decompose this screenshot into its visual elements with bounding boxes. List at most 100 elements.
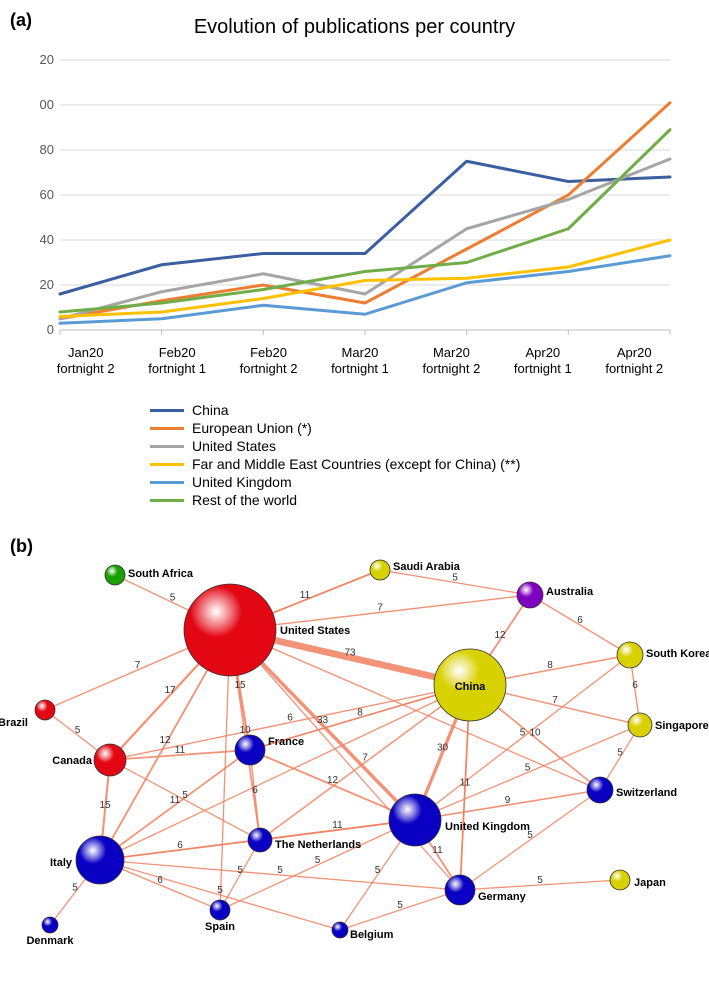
svg-text:5: 5: [217, 885, 223, 896]
svg-text:5: 5: [452, 573, 458, 584]
svg-text:15: 15: [99, 800, 111, 811]
node-united_states: [184, 584, 276, 676]
node-south_africa: [105, 565, 125, 585]
x-category: Apr20fortnight 2: [589, 345, 680, 376]
node-united_kingdom: [389, 794, 441, 846]
svg-text:Switzerland: Switzerland: [616, 787, 677, 799]
node-south_korea: [617, 642, 643, 668]
x-category: Mar20fortnight 2: [406, 345, 497, 376]
svg-text:8: 8: [547, 660, 553, 671]
svg-text:11: 11: [175, 745, 186, 756]
node-australia: [517, 582, 543, 608]
svg-text:Belgium: Belgium: [350, 929, 394, 941]
svg-text:5: 5: [537, 875, 543, 886]
svg-text:7: 7: [362, 753, 368, 764]
legend-item: United Kingdom: [150, 474, 520, 490]
svg-text:60: 60: [40, 187, 54, 202]
network-diagram: 7333301715151212121111111111111010998877…: [0, 530, 709, 984]
svg-text:33: 33: [317, 715, 329, 726]
svg-text:Singapore: Singapore: [655, 720, 709, 732]
svg-text:7: 7: [552, 695, 558, 706]
svg-text:6: 6: [577, 615, 583, 626]
svg-text:11: 11: [332, 820, 343, 831]
svg-text:5: 5: [520, 728, 526, 739]
legend-label: China: [192, 402, 229, 418]
node-netherlands: [248, 828, 272, 852]
legend-label: Far and Middle East Countries (except fo…: [192, 456, 520, 472]
svg-text:6: 6: [632, 680, 638, 691]
x-category: Jan20fortnight 2: [40, 345, 131, 376]
svg-text:15: 15: [234, 680, 246, 691]
svg-text:100: 100: [40, 97, 54, 112]
svg-text:South Korea: South Korea: [646, 648, 709, 660]
svg-text:6: 6: [157, 875, 163, 886]
node-italy: [76, 836, 124, 884]
svg-text:The Netherlands: The Netherlands: [275, 839, 361, 851]
svg-text:7: 7: [377, 603, 383, 614]
svg-text:5: 5: [617, 748, 623, 759]
panel-a: (a) Evolution of publications per countr…: [0, 0, 709, 530]
svg-text:17: 17: [164, 685, 176, 696]
svg-text:80: 80: [40, 142, 54, 157]
svg-text:8: 8: [357, 708, 363, 719]
legend-item: United States: [150, 438, 520, 454]
legend-label: European Union (*): [192, 420, 312, 436]
svg-text:11: 11: [300, 590, 311, 601]
chart-title: Evolution of publications per country: [0, 16, 709, 39]
svg-text:0: 0: [47, 322, 54, 337]
svg-text:20: 20: [40, 277, 54, 292]
svg-text:6: 6: [177, 840, 183, 851]
svg-text:40: 40: [40, 232, 54, 247]
svg-text:6: 6: [287, 713, 293, 724]
svg-text:5: 5: [397, 900, 403, 911]
svg-text:5: 5: [72, 883, 78, 894]
svg-text:5: 5: [170, 593, 176, 604]
x-category: Mar20fortnight 1: [314, 345, 405, 376]
node-denmark: [42, 917, 58, 933]
svg-text:11: 11: [460, 778, 471, 789]
node-belgium: [332, 922, 348, 938]
svg-text:Germany: Germany: [478, 891, 527, 903]
edges: [45, 570, 640, 930]
svg-text:10: 10: [529, 728, 541, 739]
svg-text:Spain: Spain: [205, 921, 235, 933]
svg-text:5: 5: [277, 865, 283, 876]
svg-text:Denmark: Denmark: [26, 935, 74, 947]
legend-swatch: [150, 481, 184, 484]
node-saudi_arabia: [370, 560, 390, 580]
x-category: Apr20fortnight 1: [497, 345, 588, 376]
svg-text:5: 5: [182, 790, 188, 801]
svg-text:10: 10: [239, 725, 251, 736]
x-category: Feb20fortnight 1: [131, 345, 222, 376]
legend-item: Far and Middle East Countries (except fo…: [150, 456, 520, 472]
svg-text:Saudi Arabia: Saudi Arabia: [393, 561, 461, 573]
node-switzerland: [587, 777, 613, 803]
legend-item: China: [150, 402, 520, 418]
svg-text:France: France: [268, 736, 304, 748]
svg-text:11: 11: [432, 845, 443, 856]
legend-item: Rest of the world: [150, 492, 520, 508]
node-canada: [94, 744, 126, 776]
node-france: [235, 735, 265, 765]
x-axis-labels: Jan20fortnight 2Feb20fortnight 1Feb20for…: [40, 345, 680, 376]
svg-text:5: 5: [237, 865, 243, 876]
svg-text:United Kingdom: United Kingdom: [445, 821, 530, 833]
svg-text:Japan: Japan: [634, 877, 666, 889]
node-brazil: [35, 700, 55, 720]
node-japan: [610, 870, 630, 890]
legend-swatch: [150, 427, 184, 430]
svg-text:Australia: Australia: [546, 586, 594, 598]
node-germany: [445, 875, 475, 905]
svg-text:China: China: [455, 681, 486, 693]
svg-text:Canada: Canada: [52, 755, 93, 767]
legend-swatch: [150, 463, 184, 466]
node-singapore: [628, 713, 652, 737]
svg-text:30: 30: [437, 743, 449, 754]
legend-swatch: [150, 445, 184, 448]
svg-text:Brazil: Brazil: [0, 717, 28, 729]
svg-text:12: 12: [494, 630, 506, 641]
legend-swatch: [150, 499, 184, 502]
svg-text:5: 5: [525, 763, 531, 774]
legend-label: United Kingdom: [192, 474, 292, 490]
svg-text:12: 12: [159, 735, 171, 746]
